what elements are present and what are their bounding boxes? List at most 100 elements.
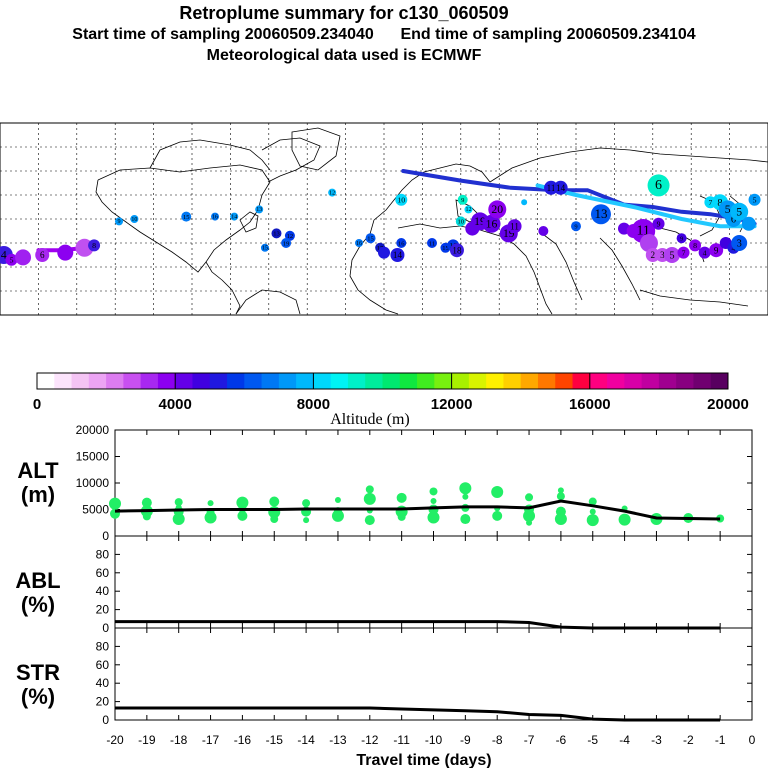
colorbar-cell <box>227 373 245 389</box>
plume-bubble <box>365 233 376 244</box>
alt-scatter-point <box>331 509 344 522</box>
plume-bubble <box>741 216 756 231</box>
plume-bubble <box>130 215 139 223</box>
plume-bubble <box>730 202 749 221</box>
alt-scatter-point <box>142 512 151 521</box>
y-tick-label: 40 <box>96 584 110 598</box>
panel-frame <box>114 535 753 629</box>
y-tick-label: 20000 <box>76 423 110 437</box>
alt-scatter-point <box>618 513 631 526</box>
plume-bubble <box>88 239 101 252</box>
plume-bubble-label: 5 <box>669 251 674 262</box>
x-tick-label: -11 <box>393 733 410 747</box>
colorbar-cell <box>451 373 470 389</box>
plume-bubble <box>378 246 390 259</box>
colorbar-tick-label: 16000 <box>569 396 611 413</box>
colorbar-cell <box>37 373 55 389</box>
colorbar-tick-label: 12000 <box>431 396 473 413</box>
plume-bubble <box>521 199 528 206</box>
plume-bubble-label: 15 <box>262 246 268 252</box>
plume-bubble-label: 9 <box>680 235 683 242</box>
panel-ylabel-bottom: (%) <box>21 684 55 709</box>
alt-scatter-point <box>303 517 310 524</box>
colorbar-cell <box>209 373 228 389</box>
x-tick-label: -19 <box>138 733 156 747</box>
plume-bubble <box>211 212 220 221</box>
plume-bubble <box>698 246 711 259</box>
plume-bubbles: 4568910151614131212191513161517141611151… <box>0 174 761 266</box>
colorbar-tick-label: 8000 <box>297 396 330 413</box>
alt-scatter-point <box>363 492 376 505</box>
y-tick-label: 0 <box>102 713 109 727</box>
colorbar-cell <box>123 373 142 389</box>
alt-scatter-point <box>269 496 280 507</box>
plume-bubble-label: 8 <box>92 241 96 250</box>
colorbar-cell <box>503 373 522 389</box>
alt-scatter-point <box>141 497 152 508</box>
x-tick-label: -8 <box>492 733 503 747</box>
plume-bubble-label: 5 <box>10 256 14 265</box>
plume-bubble-label: 12 <box>287 233 294 240</box>
plume-bubble <box>395 193 408 206</box>
plume-bubble <box>647 174 670 197</box>
series-line <box>115 620 721 630</box>
panel-ylabel-top: ABL <box>15 568 60 593</box>
colorbar-tick-label: 20000 <box>707 396 749 413</box>
x-tick-label: -3 <box>651 733 662 747</box>
plume-bubble-label: 5 <box>725 203 731 216</box>
y-tick-label: 15000 <box>76 450 110 464</box>
colorbar-cell <box>365 373 383 389</box>
plume-bubble-label: 15 <box>442 245 449 252</box>
plume-bubble-label: 2 <box>651 250 656 260</box>
plume-bubble-label: 8 <box>717 198 722 209</box>
plume-bubble <box>709 243 724 258</box>
x-tick-label: -16 <box>234 733 252 747</box>
plume-bubble-label: 4 <box>1 249 7 262</box>
y-tick-label: 80 <box>96 639 110 653</box>
plume-bubble-label: 4 <box>703 248 707 257</box>
plume-bubble <box>15 249 32 266</box>
colorbar-cell <box>486 373 504 389</box>
plume-bubble <box>455 216 466 227</box>
plume-bubble <box>255 205 264 214</box>
plume-bubble <box>507 219 522 234</box>
time-series-panels: 20000150001000050000ALT(m)806040200ABL(%… <box>15 423 755 747</box>
plume-bubble-label: 9 <box>461 197 464 204</box>
colorbar-cell <box>382 373 401 389</box>
colorbar-cell <box>296 373 314 389</box>
panel-ylabel-bottom: (m) <box>21 482 55 507</box>
plume-bubble <box>464 205 473 214</box>
plume-bubble <box>449 243 464 258</box>
alt-scatter-point <box>174 498 183 507</box>
colorbar-cell <box>261 373 280 389</box>
colorbar-cell <box>278 373 297 389</box>
plume-bubble-label: 16 <box>486 217 498 230</box>
plume-bubble-label: 19 <box>503 227 515 240</box>
alt-scatter-point <box>237 510 248 521</box>
y-tick-label: 5000 <box>82 503 109 517</box>
series-line <box>114 499 721 521</box>
x-tick-label: -15 <box>266 733 284 747</box>
y-tick-label: 60 <box>96 566 110 580</box>
y-tick-label: 10000 <box>76 476 110 490</box>
plume-bubble <box>553 180 568 195</box>
plume-bubble <box>482 214 501 233</box>
colorbar-cell <box>71 373 90 389</box>
plume-bubble <box>639 234 658 252</box>
plume-bubble <box>748 193 761 206</box>
alt-scatter-point <box>207 500 214 507</box>
y-tick-label: 40 <box>96 676 110 690</box>
plume-bubble-label: 5 <box>736 205 742 218</box>
alt-scatter-point <box>427 511 440 524</box>
plume-bubble <box>457 194 468 205</box>
colorbar-tick-label: 4000 <box>159 396 192 413</box>
plume-bubble <box>396 238 407 248</box>
panel-abl: 80 60 40 20 0 ABL(%) <box>15 535 753 635</box>
colorbar-cell <box>330 373 349 389</box>
plume-bubble-label: 6 <box>40 250 45 260</box>
alt-scatter-point <box>491 486 504 499</box>
plume-bubble <box>57 244 74 261</box>
alt-scatter-point <box>109 497 121 510</box>
x-tick-label: -20 <box>106 733 124 747</box>
altitude-colorbar: 0 4000 8000 12000 16000 20000 Altitude (m) <box>33 372 749 428</box>
